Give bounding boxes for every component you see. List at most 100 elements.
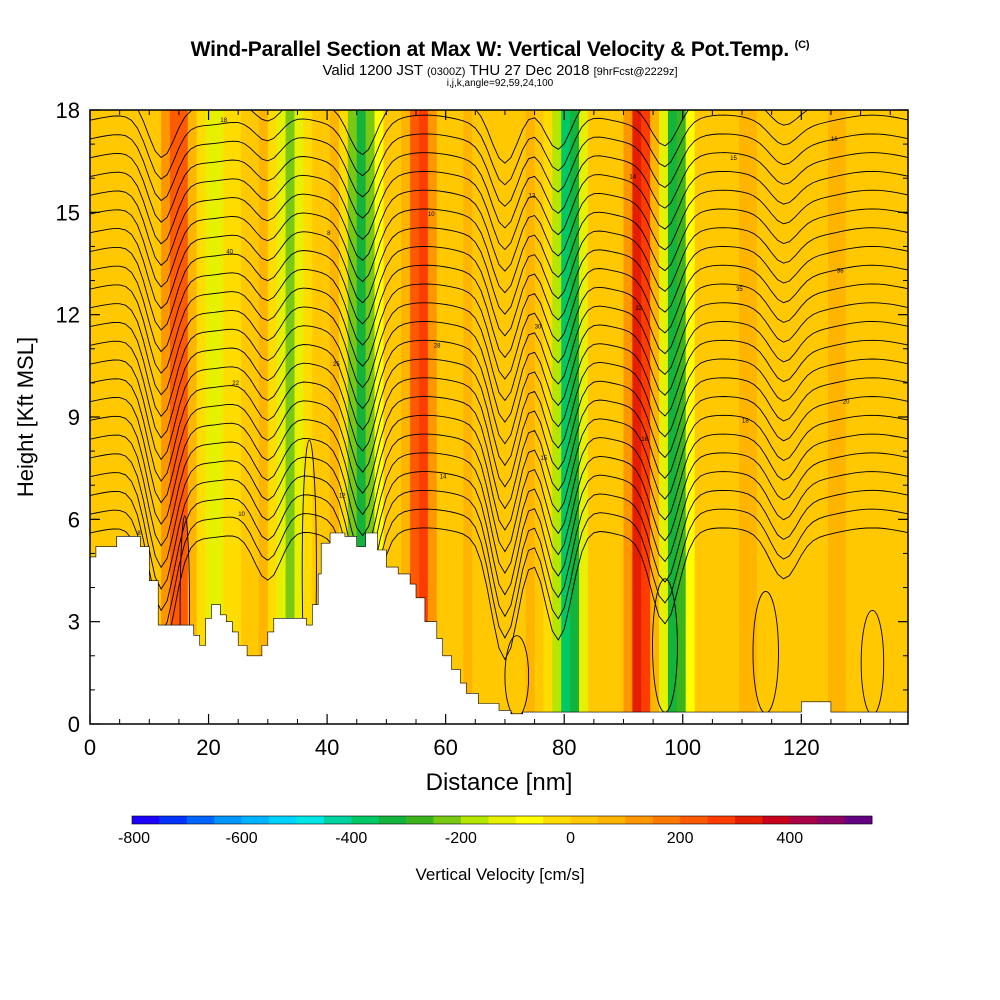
- velocity-cell: [338, 110, 349, 724]
- colorbar-swatch: [460, 816, 489, 824]
- contour-label: 30: [535, 325, 542, 331]
- theta-contour: [90, 152, 908, 229]
- colorbar-swatch: [817, 816, 845, 824]
- theta-contour: [90, 283, 908, 380]
- velocity-cell: [516, 110, 527, 724]
- velocity-cell: [418, 110, 429, 724]
- colorbar-swatch: [296, 816, 325, 824]
- velocity-cell: [499, 110, 509, 724]
- theta-contour: [90, 489, 908, 618]
- y-tick-label: 15: [56, 200, 80, 225]
- contour-label: 18: [742, 418, 749, 424]
- contour-label: 10: [238, 512, 245, 518]
- colorbar-swatch: [597, 816, 626, 824]
- chart-title-text: Wind-Parallel Section at Max W: Vertical…: [190, 38, 790, 61]
- colorbar-swatch: [241, 816, 270, 824]
- velocity-cell: [614, 110, 625, 724]
- terrain: [90, 532, 908, 724]
- velocity-cell: [579, 110, 589, 724]
- velocity-cell: [525, 110, 536, 724]
- velocity-cell: [694, 110, 705, 724]
- velocity-cell: [321, 110, 331, 724]
- chart-title: Wind-Parallel Section at Max W: Vertical…: [0, 38, 1000, 62]
- contour-label: 22: [232, 381, 239, 387]
- velocity-cell: [881, 110, 891, 724]
- colorbar-swatch: [543, 816, 571, 824]
- contour-label: 25: [333, 362, 340, 368]
- x-tick-label: 0: [84, 735, 96, 760]
- velocity-cell: [810, 110, 820, 724]
- contour-label: 32: [635, 306, 642, 312]
- contour-label: 8: [137, 531, 141, 537]
- x-tick-label: 100: [664, 735, 701, 760]
- velocity-cell: [125, 110, 136, 724]
- velocity-cell: [667, 110, 678, 724]
- contour-label: 14: [629, 175, 636, 181]
- velocity-cell: [659, 110, 669, 724]
- contour-label: 28: [434, 343, 441, 349]
- theta-contour: [90, 396, 908, 510]
- velocity-cell: [623, 110, 633, 724]
- velocity-cell: [730, 110, 740, 724]
- axis-ticks: 0 20 40 60 80 100 120 0 3 6 9 12 15 18: [56, 98, 908, 760]
- velocity-cell: [178, 110, 189, 724]
- theta-contours: [90, 110, 908, 718]
- velocity-cell: [241, 110, 251, 724]
- theta-contour: [90, 321, 908, 423]
- theta-contour: [90, 264, 908, 359]
- colorbar-swatch: [186, 816, 215, 824]
- theta-contour: [90, 133, 908, 207]
- velocity-cell: [570, 110, 580, 724]
- velocity-cell: [827, 110, 838, 724]
- velocity-cell: [819, 110, 829, 724]
- chart-subtitle: Valid 1200 JST (0300Z) THU 27 Dec 2018 […: [0, 62, 1000, 79]
- velocity-cell: [854, 110, 865, 724]
- theta-contour: [90, 245, 908, 337]
- velocity-cell: [454, 110, 465, 724]
- theta-contour: [90, 358, 908, 467]
- velocity-cell: [774, 110, 785, 724]
- theta-contour: [90, 377, 908, 488]
- colorbar-tick-label: -400: [335, 830, 367, 847]
- colorbar-swatch: [351, 816, 380, 824]
- contour-label: 40: [226, 250, 233, 256]
- velocity-cell: [890, 110, 900, 724]
- colorbar-swatch: [323, 816, 352, 824]
- x-tick-label: 60: [433, 735, 457, 760]
- x-axis-label: Distance [nm]: [426, 769, 573, 796]
- y-axis-label: Height [Kft MSL]: [13, 337, 38, 497]
- velocity-cell: [712, 110, 722, 724]
- velocity-cell: [756, 110, 767, 724]
- contour-label: 18: [220, 118, 227, 124]
- theta-contour: [90, 302, 908, 402]
- theta-contour: [90, 339, 908, 445]
- contour-label: 8: [327, 231, 331, 237]
- theta-contour: [90, 170, 908, 251]
- colorbar-swatch: [159, 816, 188, 824]
- colorbar-swatch: [488, 816, 517, 824]
- velocity-cell: [232, 110, 242, 724]
- colorbar-swatch: [762, 816, 791, 824]
- colorbar-swatch: [625, 816, 654, 824]
- velocity-cell: [632, 110, 642, 724]
- velocity-cell: [792, 110, 802, 724]
- valid-time: Valid 1200 JST: [322, 62, 423, 79]
- contour-label: 38: [837, 268, 844, 274]
- velocity-cell: [587, 110, 598, 724]
- contour-label: 20: [321, 99, 328, 105]
- contour-label: 12: [339, 493, 346, 499]
- velocity-cell: [187, 110, 198, 724]
- velocity-cell: [143, 110, 153, 724]
- velocity-cell: [107, 110, 118, 724]
- colorbar-swatch: [406, 816, 434, 824]
- y-tick-label: 3: [68, 610, 80, 635]
- velocity-cell: [258, 110, 269, 724]
- velocity-cell: [223, 110, 233, 724]
- contour-label: 10: [428, 212, 435, 218]
- velocity-cell: [605, 110, 616, 724]
- x-tick-label: 20: [196, 735, 220, 760]
- contour-label: 35: [736, 287, 743, 293]
- colorbar-frame: [131, 815, 873, 825]
- colorbar-swatch: [680, 816, 708, 824]
- copyright-mark: (C): [794, 39, 810, 51]
